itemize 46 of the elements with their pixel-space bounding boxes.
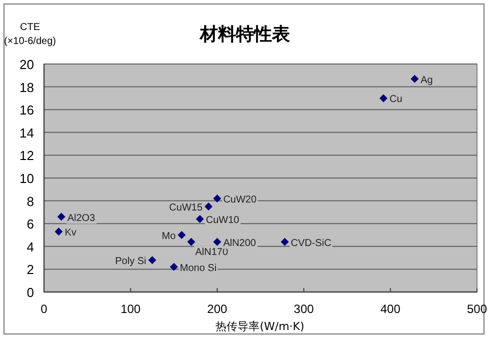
annotation: AlN170 bbox=[195, 246, 228, 258]
y-tick-label: 20 bbox=[20, 57, 34, 72]
point bbox=[57, 212, 66, 221]
y-tick-label: 4 bbox=[26, 239, 34, 254]
point bbox=[178, 231, 186, 239]
y-tick-label: 12 bbox=[20, 148, 34, 164]
annotation: Al2O3 bbox=[67, 212, 96, 224]
y-axis-title: CTE (×10-6/deg) bbox=[4, 22, 56, 47]
annotation: AlN200 bbox=[223, 238, 256, 249]
annotation: Kv bbox=[64, 228, 76, 239]
annotation: CVD-SiC bbox=[290, 238, 332, 249]
point bbox=[196, 215, 204, 224]
point bbox=[54, 228, 63, 236]
annotation: Poly Si bbox=[115, 256, 146, 268]
point bbox=[204, 202, 213, 210]
annotation: CuW20 bbox=[223, 194, 257, 206]
point bbox=[148, 256, 156, 264]
annotation: Ag bbox=[420, 74, 433, 86]
point bbox=[187, 238, 196, 246]
annotation: CuW10 bbox=[206, 215, 240, 226]
x-tick-label: 200 bbox=[207, 302, 228, 316]
y-tick-label: 14 bbox=[20, 125, 34, 140]
point bbox=[213, 238, 222, 246]
annotation: Mo bbox=[162, 231, 176, 242]
annotation: Mono Si bbox=[180, 262, 217, 274]
y-tick-label: 2 bbox=[26, 262, 34, 278]
point bbox=[280, 238, 289, 246]
x-axis-title: 热传导率(W/m·K) bbox=[216, 320, 304, 333]
y-tick-label: 18 bbox=[20, 80, 34, 95]
x-tick-label: 100 bbox=[120, 302, 141, 316]
x-tick-label: 300 bbox=[294, 302, 314, 316]
x-tick-label: 500 bbox=[466, 302, 488, 316]
chart-title: 材料特性表 bbox=[199, 24, 290, 45]
point bbox=[379, 94, 388, 102]
point bbox=[170, 262, 178, 271]
point bbox=[410, 74, 419, 83]
annotation: Cu bbox=[389, 94, 402, 106]
y-tick-label: 8 bbox=[26, 194, 34, 209]
point bbox=[213, 194, 222, 203]
y-tick-label: 0 bbox=[26, 285, 34, 300]
y-tick-label: 10 bbox=[20, 171, 34, 186]
y-tick-label: 6 bbox=[26, 216, 34, 232]
y-tick-label: 16 bbox=[20, 102, 34, 118]
x-tick-label: 0 bbox=[40, 302, 48, 316]
annotation: CuW15 bbox=[169, 202, 203, 214]
x-tick-label: 400 bbox=[380, 302, 401, 316]
